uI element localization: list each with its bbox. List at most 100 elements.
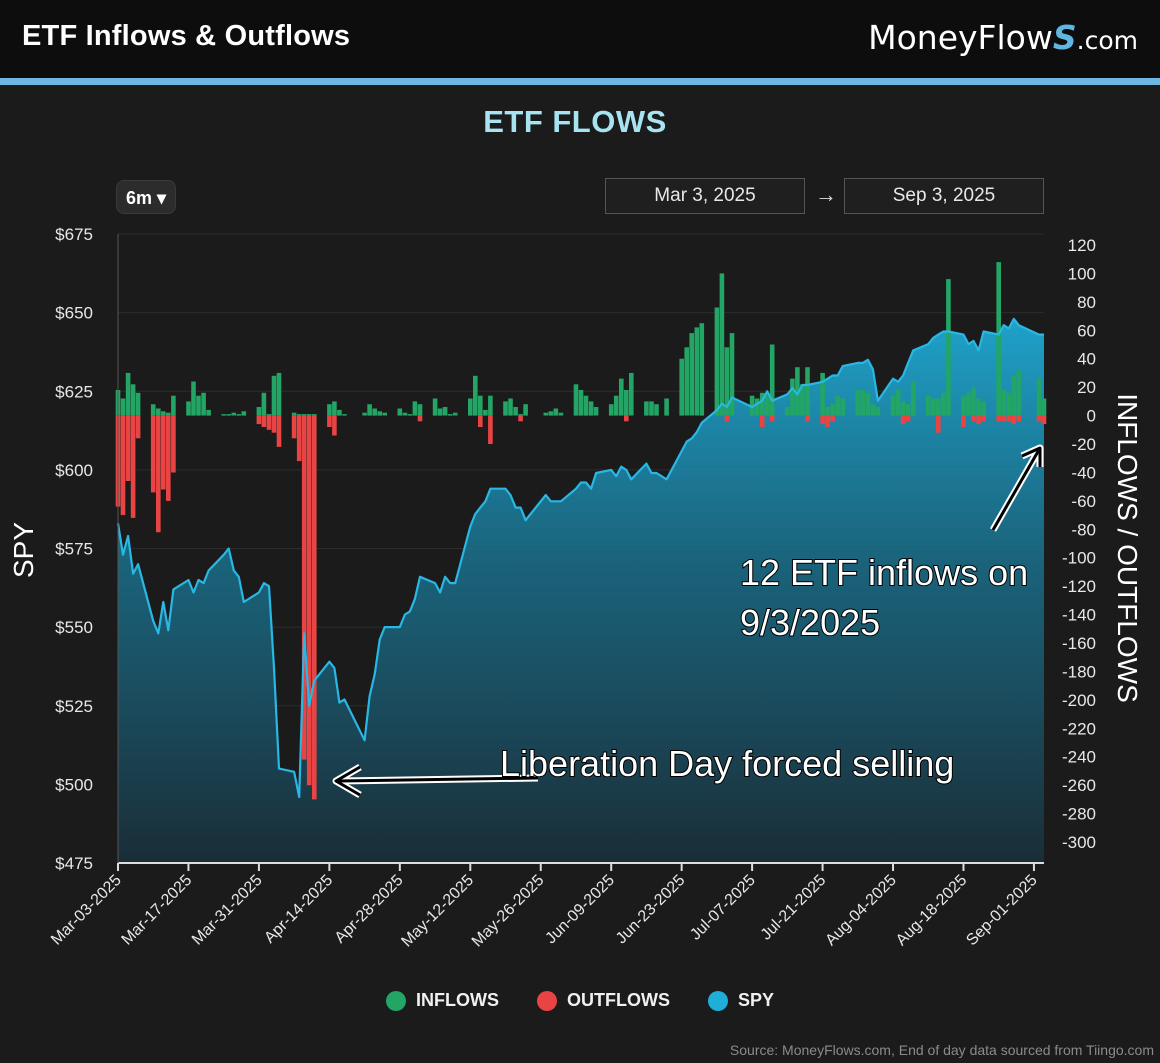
range-dropdown[interactable]: 6m ▾: [116, 180, 176, 214]
outflow-bar: [961, 415, 966, 427]
inflow-bar: [417, 404, 423, 416]
legend-item-inflows[interactable]: INFLOWS: [385, 990, 499, 1011]
inflow-bar: [437, 408, 443, 416]
flow-bars: [115, 262, 1047, 800]
outflow-bar: [518, 415, 523, 422]
right-tick-label: -220: [1062, 719, 1096, 738]
inflow-bar: [503, 401, 508, 416]
legend-label-inflows: INFLOWS: [415, 990, 499, 1010]
inflow-bar: [890, 395, 896, 416]
inflow-bar: [895, 390, 901, 416]
inflows-text-line2: 9/3/2025: [740, 602, 880, 643]
spy-line: [116, 317, 1044, 799]
outflow-bar: [266, 415, 272, 430]
x-tick-label: Jun-23-2025: [613, 872, 689, 948]
outflow-bar: [156, 415, 161, 533]
inflow-bar: [981, 401, 986, 416]
inflow-bar: [946, 279, 951, 416]
outflow-bar: [271, 415, 277, 433]
outflow-bar: [936, 415, 941, 433]
inflow-bar: [1036, 378, 1042, 416]
inflow-bar: [769, 344, 775, 416]
outflow-bar: [161, 415, 166, 490]
outflow-bar: [1036, 415, 1042, 422]
right-tick-label: -160: [1062, 634, 1096, 653]
inflow-bar: [337, 409, 342, 416]
inflow-bar: [342, 414, 347, 416]
inflow-bar: [996, 262, 1001, 416]
x-tick-label: Apr-28-2025: [332, 872, 407, 947]
inflow-bar: [161, 411, 166, 416]
right-tick-label: -120: [1062, 577, 1096, 596]
right-tick-label: 80: [1077, 293, 1096, 312]
header-bar: ETF Inflows & Outflows MoneyFlowS.com: [0, 0, 1160, 78]
outflow-bar: [417, 415, 423, 422]
x-tick-label: Mar-17-2025: [119, 872, 196, 949]
inflow-bar: [790, 378, 795, 416]
right-tick-label: -260: [1062, 776, 1096, 795]
outflow-bar: [825, 415, 830, 427]
page-title: ETF Inflows & Outflows: [22, 20, 351, 52]
spy-area-fill: [118, 318, 1044, 863]
inflow-bar: [377, 411, 382, 416]
outflow-bar: [971, 415, 976, 422]
inflow-bar: [553, 408, 559, 416]
inflow-bar: [130, 384, 136, 416]
inflow-bar: [276, 372, 282, 416]
inflow-bar: [855, 390, 861, 416]
inflow-bar: [835, 395, 840, 416]
legend-item-spy[interactable]: SPY: [707, 990, 774, 1011]
inflow-bar: [447, 414, 453, 416]
x-tick-label: Sep-01-2025: [963, 872, 1041, 950]
inflow-bar: [327, 404, 332, 416]
inflow-bar: [1011, 375, 1017, 416]
left-tick-label: $625: [55, 382, 93, 401]
chart-legend: INFLOWS OUTFLOWS SPY: [0, 990, 1160, 1011]
inflow-bar: [306, 414, 312, 416]
left-tick-label: $525: [55, 697, 93, 716]
outflow-bar: [130, 415, 136, 518]
inflow-bar: [513, 407, 518, 416]
outflow-bar: [306, 415, 312, 786]
inflow-bar: [478, 395, 483, 416]
outflow-bar: [1041, 415, 1047, 425]
inflow-bar: [608, 404, 614, 416]
inflow-bar: [759, 392, 765, 416]
chart-title: ETF FLOWS: [483, 104, 667, 139]
inflow-bar: [840, 398, 845, 416]
inflow-bar: [800, 384, 805, 416]
inflow-bar: [508, 398, 513, 416]
inflow-bar: [805, 367, 810, 416]
outflow-bar: [478, 415, 483, 427]
right-tick-label: -80: [1071, 520, 1096, 539]
outflow-bar: [327, 415, 332, 427]
x-tick-label: Apr-14-2025: [261, 872, 336, 947]
axes: [117, 234, 1044, 864]
inflow-bar: [483, 409, 488, 416]
end-date-input[interactable]: Sep 3, 2025: [844, 178, 1044, 214]
right-tick-label: -40: [1071, 463, 1096, 482]
outflow-bar: [1016, 415, 1022, 422]
inflow-bar: [629, 372, 634, 416]
inflow-bar: [926, 395, 931, 416]
inflow-bar: [135, 392, 141, 416]
inflow-bar: [860, 390, 866, 416]
right-tick-label: -140: [1062, 606, 1096, 625]
inflow-bar: [593, 407, 599, 416]
left-tick-label: $475: [55, 854, 93, 873]
date-range-arrow-icon: →: [815, 182, 837, 207]
inflow-bar: [578, 390, 584, 416]
inflow-bar: [196, 395, 201, 416]
start-date-input[interactable]: Mar 3, 2025: [605, 178, 805, 214]
right-tick-label: -60: [1071, 492, 1096, 511]
outflow-bar: [769, 415, 775, 422]
outflow-bar: [1001, 415, 1006, 422]
inflow-bar: [684, 347, 689, 416]
inflow-bar: [256, 407, 262, 416]
inflow-bar: [875, 407, 881, 416]
inflow-bar: [186, 401, 191, 416]
brand-logo[interactable]: MoneyFlowS.com: [868, 18, 1138, 57]
legend-item-outflows[interactable]: OUTFLOWS: [536, 990, 670, 1011]
inflow-bar: [820, 372, 825, 416]
outflow-bar: [724, 415, 730, 422]
